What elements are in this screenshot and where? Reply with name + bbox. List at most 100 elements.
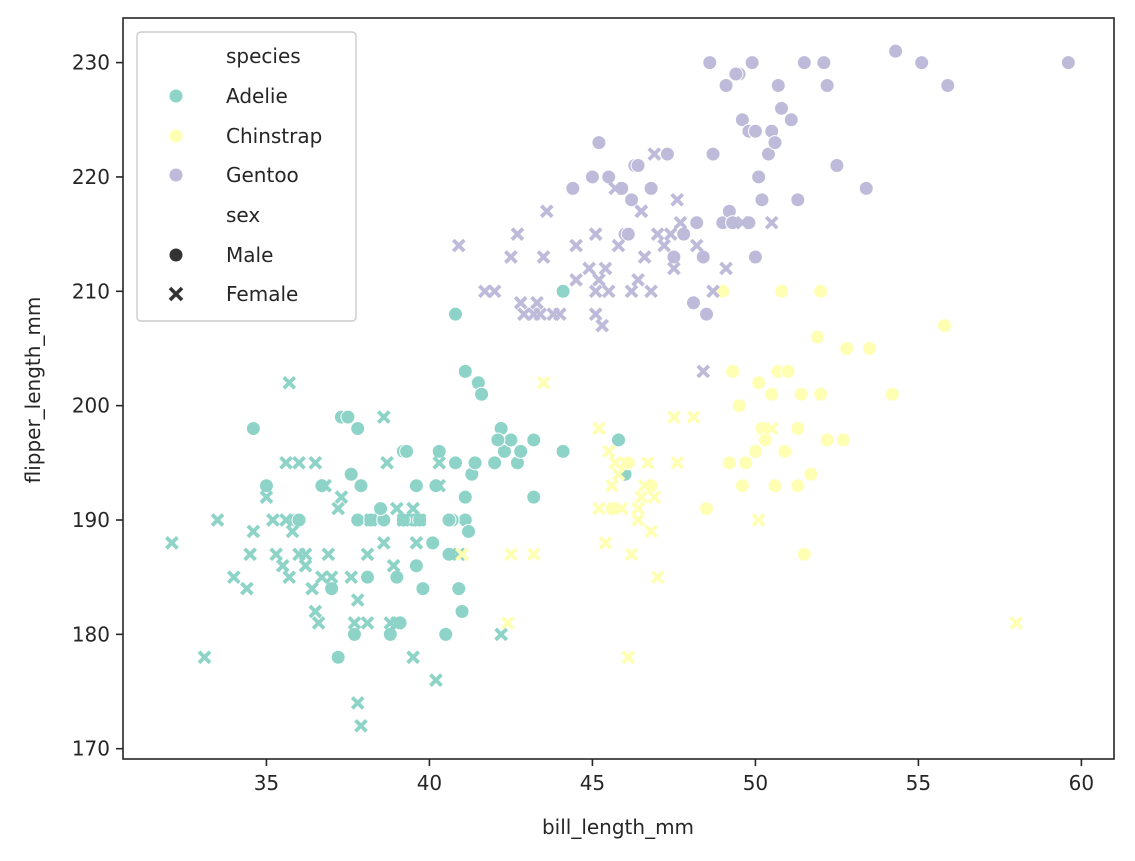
data-point-adelie-male bbox=[343, 466, 359, 482]
data-point-adelie-male bbox=[611, 432, 626, 448]
data-point-gentoo-male bbox=[747, 249, 763, 265]
data-point-gentoo-male bbox=[760, 146, 776, 162]
data-point-adelie-female bbox=[409, 536, 424, 550]
data-point-adelie-male bbox=[513, 443, 529, 459]
data-point-adelie-male bbox=[340, 409, 356, 425]
data-point-chinstrap-male bbox=[793, 386, 809, 402]
data-point-gentoo-female bbox=[487, 284, 502, 299]
data-point-adelie-female bbox=[354, 718, 368, 733]
data-point-chinstrap-female bbox=[504, 547, 518, 562]
data-point-adelie-male bbox=[408, 478, 424, 494]
legend-marker-gentoo bbox=[168, 167, 184, 183]
data-point-chinstrap-male bbox=[809, 329, 825, 345]
data-point-gentoo-male bbox=[728, 66, 744, 82]
data-point-gentoo-male bbox=[1060, 55, 1076, 71]
data-point-adelie-female bbox=[240, 581, 254, 596]
y-tick-label: 180 bbox=[72, 622, 110, 646]
data-point-adelie-male bbox=[526, 432, 542, 448]
data-point-adelie-male bbox=[496, 443, 512, 459]
data-point-gentoo-female bbox=[644, 284, 658, 299]
data-point-gentoo-female bbox=[530, 295, 544, 310]
data-point-chinstrap-female bbox=[455, 547, 469, 562]
data-point-adelie-male bbox=[245, 421, 261, 437]
data-point-adelie-female bbox=[279, 513, 293, 527]
data-point-gentoo-male bbox=[940, 77, 956, 93]
data-point-chinstrap-female bbox=[526, 547, 541, 562]
data-point-gentoo-male bbox=[659, 146, 675, 162]
x-tick-label: 50 bbox=[743, 771, 768, 795]
data-point-adelie-male bbox=[461, 523, 477, 539]
data-point-adelie-female bbox=[360, 616, 375, 630]
data-point-chinstrap-female bbox=[598, 536, 613, 550]
data-point-adelie-female bbox=[282, 570, 297, 585]
data-point-adelie-male bbox=[350, 512, 366, 528]
data-point-chinstrap-female bbox=[667, 410, 681, 424]
data-point-gentoo-male bbox=[620, 226, 636, 242]
data-point-adelie-female bbox=[324, 570, 339, 585]
legend-title-sex: sex bbox=[226, 203, 260, 227]
y-axis-label: flipper_length_mm bbox=[21, 297, 45, 484]
data-point-chinstrap-male bbox=[839, 340, 855, 356]
data-point-adelie-female bbox=[334, 490, 349, 504]
x-axis-label: bill_length_mm bbox=[542, 815, 694, 839]
data-point-gentoo-male bbox=[695, 249, 711, 265]
data-point-chinstrap-female bbox=[631, 513, 645, 527]
data-point-gentoo-male bbox=[747, 123, 763, 139]
data-point-chinstrap-male bbox=[721, 455, 737, 471]
data-point-adelie-female bbox=[275, 558, 290, 573]
data-point-gentoo-female bbox=[706, 284, 720, 299]
data-point-gentoo-female bbox=[595, 318, 610, 333]
data-point-adelie-male bbox=[291, 512, 307, 528]
data-point-adelie-male bbox=[399, 443, 415, 459]
legend-title-species: species bbox=[226, 44, 301, 68]
data-point-chinstrap-female bbox=[536, 375, 551, 390]
legend-label-gentoo: Gentoo bbox=[226, 163, 299, 187]
data-point-chinstrap-male bbox=[803, 466, 819, 482]
data-point-gentoo-female bbox=[657, 238, 671, 253]
data-point-adelie-female bbox=[321, 547, 336, 562]
data-point-chinstrap-male bbox=[604, 501, 620, 517]
data-point-adelie-male bbox=[451, 581, 467, 597]
data-point-gentoo-male bbox=[734, 112, 750, 128]
data-point-adelie-male bbox=[428, 478, 444, 494]
data-point-gentoo-male bbox=[819, 77, 835, 93]
data-point-adelie-female bbox=[412, 513, 427, 527]
data-point-adelie-female bbox=[429, 673, 443, 687]
data-point-gentoo-male bbox=[705, 146, 721, 162]
legend-label-male: Male bbox=[226, 243, 273, 267]
data-point-adelie-male bbox=[324, 581, 340, 597]
data-point-gentoo-female bbox=[536, 250, 551, 264]
data-point-adelie-female bbox=[389, 616, 404, 630]
data-point-gentoo-female bbox=[451, 238, 466, 253]
data-point-adelie-female bbox=[226, 570, 241, 585]
data-point-gentoo-female bbox=[667, 261, 681, 276]
data-point-adelie-female bbox=[344, 570, 359, 585]
data-point-adelie-female bbox=[432, 478, 447, 493]
data-point-adelie-male bbox=[467, 455, 483, 471]
data-point-chinstrap-male bbox=[757, 432, 773, 448]
x-tick-label: 55 bbox=[906, 771, 931, 795]
data-point-chinstrap-female bbox=[500, 616, 515, 630]
data-point-adelie-female bbox=[197, 650, 212, 665]
data-point-gentoo-female bbox=[650, 227, 665, 241]
data-point-chinstrap-female bbox=[618, 455, 632, 470]
data-point-chinstrap-female bbox=[624, 547, 639, 562]
data-point-adelie-female bbox=[269, 547, 284, 562]
data-point-chinstrap-female bbox=[592, 501, 606, 516]
y-axis: 170 180 190 200 210 220 230 bbox=[72, 51, 123, 761]
data-point-chinstrap-male bbox=[813, 386, 829, 402]
data-point-chinstrap-female bbox=[670, 455, 685, 470]
data-point-chinstrap-female bbox=[686, 410, 701, 424]
data-point-gentoo-female bbox=[601, 284, 616, 299]
data-point-gentoo-female bbox=[735, 215, 750, 230]
data-point-adelie-female bbox=[380, 455, 394, 470]
data-point-adelie-male bbox=[526, 489, 542, 505]
data-point-chinstrap-male bbox=[936, 318, 952, 334]
data-point-adelie-male bbox=[490, 432, 506, 448]
data-point-adelie-male bbox=[438, 626, 454, 642]
data-point-adelie-female bbox=[259, 490, 274, 504]
data-point-adelie-male bbox=[503, 432, 519, 448]
data-point-gentoo-female bbox=[611, 238, 626, 253]
data-point-adelie-male bbox=[353, 478, 369, 494]
data-point-chinstrap-male bbox=[620, 455, 636, 471]
